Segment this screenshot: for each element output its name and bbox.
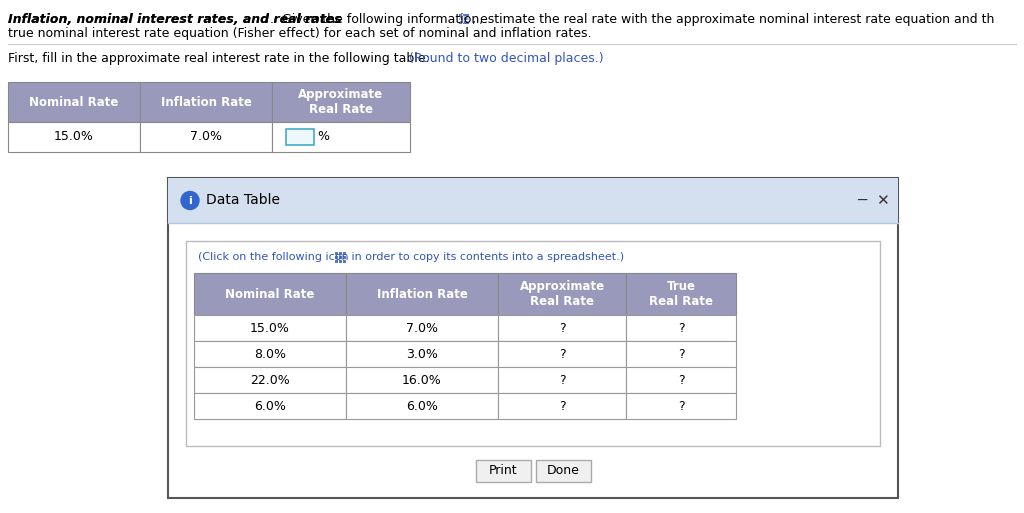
- Text: 15.0%: 15.0%: [250, 322, 290, 334]
- Bar: [460, 17, 462, 20]
- Text: 22.0%: 22.0%: [250, 373, 290, 386]
- Bar: [463, 17, 466, 20]
- Text: ?: ?: [559, 322, 565, 334]
- Bar: [339, 252, 342, 255]
- Bar: [194, 315, 346, 341]
- Text: ?: ?: [678, 400, 684, 412]
- Text: ?: ?: [678, 347, 684, 361]
- Bar: [346, 367, 498, 393]
- Text: 3.0%: 3.0%: [407, 347, 438, 361]
- Bar: [8, 122, 140, 152]
- Text: True
Real Rate: True Real Rate: [649, 280, 713, 308]
- Text: (Click on the following icon: (Click on the following icon: [198, 252, 352, 262]
- Bar: [343, 252, 346, 255]
- Text: Approximate
Real Rate: Approximate Real Rate: [298, 88, 384, 116]
- Text: Nominal Rate: Nominal Rate: [30, 95, 119, 109]
- Text: true nominal interest rate equation (Fisher effect) for each set of nominal and : true nominal interest rate equation (Fis…: [8, 27, 592, 40]
- Text: i: i: [188, 195, 191, 206]
- Bar: [194, 367, 346, 393]
- Text: , estimate the real rate with the approximate nominal interest rate equation and: , estimate the real rate with the approx…: [472, 13, 994, 26]
- Text: 6.0%: 6.0%: [254, 400, 286, 412]
- Text: Inflation, nominal interest rates, and real rates: Inflation, nominal interest rates, and r…: [8, 13, 342, 26]
- Bar: [194, 273, 346, 315]
- Text: ?: ?: [559, 373, 565, 386]
- Text: Data Table: Data Table: [206, 193, 280, 207]
- Bar: [8, 82, 140, 122]
- Text: (Round to two decimal places.): (Round to two decimal places.): [410, 52, 604, 65]
- Bar: [466, 21, 469, 24]
- Bar: [343, 256, 346, 259]
- Text: 8.0%: 8.0%: [254, 347, 286, 361]
- Text: 15.0%: 15.0%: [54, 130, 94, 144]
- Bar: [272, 82, 410, 122]
- Text: 7.0%: 7.0%: [190, 130, 222, 144]
- Bar: [339, 256, 342, 259]
- Text: Inflation Rate: Inflation Rate: [161, 95, 252, 109]
- Bar: [460, 21, 462, 24]
- Text: 6.0%: 6.0%: [407, 400, 438, 412]
- Bar: [339, 260, 342, 263]
- Bar: [626, 393, 736, 419]
- Text: First, fill in the approximate real interest rate in the following table:: First, fill in the approximate real inte…: [8, 52, 437, 65]
- Bar: [498, 393, 626, 419]
- Text: Done: Done: [547, 464, 580, 478]
- Bar: [186, 241, 880, 446]
- Bar: [194, 393, 346, 419]
- Text: Nominal Rate: Nominal Rate: [225, 287, 314, 301]
- Bar: [140, 122, 272, 152]
- Bar: [463, 21, 466, 24]
- Bar: [272, 122, 410, 152]
- Bar: [626, 315, 736, 341]
- Bar: [168, 178, 898, 498]
- Bar: [626, 367, 736, 393]
- Bar: [346, 273, 498, 315]
- Bar: [335, 260, 338, 263]
- Bar: [335, 252, 338, 255]
- Text: ?: ?: [559, 400, 565, 412]
- Text: ?: ?: [678, 373, 684, 386]
- Bar: [498, 273, 626, 315]
- Text: Print: Print: [488, 464, 517, 478]
- Bar: [194, 341, 346, 367]
- Text: .  Given the following information,: . Given the following information,: [270, 13, 483, 26]
- Bar: [140, 82, 272, 122]
- Text: ✕: ✕: [876, 193, 889, 208]
- Bar: [498, 367, 626, 393]
- Bar: [346, 315, 498, 341]
- Bar: [626, 273, 736, 315]
- Text: Inflation Rate: Inflation Rate: [377, 287, 467, 301]
- Bar: [626, 341, 736, 367]
- Bar: [466, 14, 469, 17]
- Bar: [475, 460, 530, 482]
- Bar: [536, 460, 591, 482]
- Text: Inflation, nominal interest rates, and real rates.  Given the following informat: Inflation, nominal interest rates, and r…: [8, 13, 514, 26]
- Text: Inflation, nominal interest rates, and real rates: Inflation, nominal interest rates, and r…: [8, 13, 342, 26]
- Text: ?: ?: [678, 322, 684, 334]
- Bar: [498, 341, 626, 367]
- Bar: [335, 256, 338, 259]
- Bar: [463, 14, 466, 17]
- Text: %: %: [317, 130, 329, 144]
- Bar: [168, 178, 898, 223]
- Bar: [498, 315, 626, 341]
- Bar: [346, 393, 498, 419]
- Bar: [343, 260, 346, 263]
- Text: in order to copy its contents into a spreadsheet.): in order to copy its contents into a spr…: [348, 252, 624, 262]
- Text: 7.0%: 7.0%: [406, 322, 438, 334]
- Bar: [460, 14, 462, 17]
- Bar: [286, 129, 314, 145]
- Text: Approximate
Real Rate: Approximate Real Rate: [519, 280, 604, 308]
- Bar: [346, 341, 498, 367]
- Text: 16.0%: 16.0%: [402, 373, 442, 386]
- Text: ─: ─: [857, 193, 866, 208]
- Circle shape: [181, 191, 199, 209]
- Bar: [466, 17, 469, 20]
- Text: ?: ?: [559, 347, 565, 361]
